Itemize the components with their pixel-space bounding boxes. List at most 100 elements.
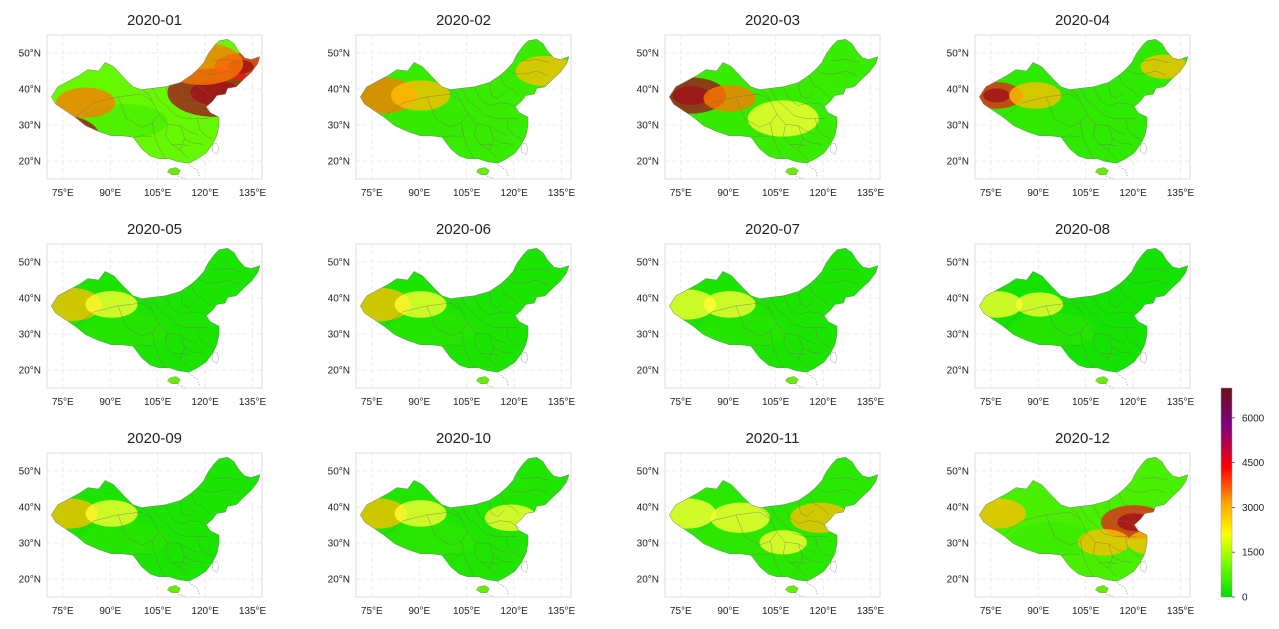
province-border [480, 144, 498, 147]
province-border [798, 138, 808, 159]
colorbar-tick-label: 0 [1242, 593, 1248, 604]
province-border [770, 506, 795, 534]
lat-tick-label: 40°N [637, 294, 659, 305]
colorbar-tick-label: 3000 [1242, 503, 1265, 514]
province-border [484, 533, 518, 537]
lat-tick-label: 50°N [637, 467, 659, 478]
lon-tick-label: 75°E [52, 188, 74, 199]
province-border [141, 298, 153, 311]
province-border [789, 353, 807, 356]
value-hotspot [85, 500, 138, 527]
colorbar-tick-label: 4500 [1242, 458, 1265, 469]
province-border [759, 93, 778, 123]
lon-tick-label: 105°E [1072, 188, 1100, 199]
province-border [489, 125, 514, 145]
province-border [692, 511, 760, 536]
province-border [499, 284, 520, 307]
province-border [450, 89, 462, 102]
value-hotspot [1140, 54, 1188, 79]
province-border [830, 477, 859, 481]
province-border [197, 278, 239, 285]
lat-tick-label: 20°N [947, 157, 969, 168]
value-hotspot [85, 291, 138, 318]
lat-tick-label: 40°N [19, 85, 41, 96]
province-border [759, 511, 778, 541]
province-border [692, 93, 760, 118]
hainan-island [1095, 376, 1109, 384]
province-border [808, 493, 829, 516]
province-border [1099, 144, 1117, 147]
province-border [474, 542, 490, 569]
province-border [158, 323, 190, 341]
province-border [1118, 284, 1139, 307]
lon-tick-label: 75°E [52, 606, 74, 617]
map-panel: 2020-01 75°E 90°E 105°E 120°E 135°E 20°N 30°N 40… [19, 12, 267, 199]
panel-title: 2020-07 [745, 221, 800, 238]
hainan-island [167, 376, 181, 384]
map-panel: 2020-05 75°E 90°E 105°E 120°E 135°E 20°N 30°N 40… [19, 221, 267, 408]
lon-tick-label: 105°E [144, 397, 172, 408]
lon-tick-label: 135°E [548, 397, 576, 408]
south-sea-line [1106, 593, 1113, 597]
province-border [759, 302, 778, 332]
province-border [1108, 556, 1118, 577]
province-border [1108, 138, 1118, 159]
province-border [165, 333, 181, 360]
province-border [798, 500, 814, 517]
province-border [506, 536, 522, 557]
province-border [175, 115, 209, 119]
province-border [1108, 500, 1124, 517]
lat-tick-label: 30°N [19, 121, 41, 132]
province-border [506, 69, 548, 76]
taiwan-outline [1140, 142, 1148, 155]
province-border [1069, 93, 1088, 123]
province-border [484, 115, 518, 119]
province-border [789, 562, 807, 565]
lat-tick-label: 50°N [19, 49, 41, 60]
plateau-field [390, 313, 477, 348]
hainan-island [785, 376, 799, 384]
province-border [489, 543, 514, 563]
province-border [1116, 131, 1126, 135]
taiwan-outline [521, 351, 529, 364]
lon-tick-label: 105°E [144, 188, 172, 199]
province-border [212, 477, 241, 481]
province-border [1093, 124, 1109, 151]
panel-title: 2020-11 [746, 430, 800, 447]
province-border [180, 291, 196, 308]
province-border [1080, 122, 1094, 159]
lon-tick-label: 90°E [717, 397, 739, 408]
lon-tick-label: 105°E [762, 188, 790, 199]
province-border [212, 59, 241, 63]
province-border [793, 533, 827, 537]
south-sea-line [497, 373, 509, 387]
map-panel: 2020-10 75°E 90°E 105°E 120°E 135°E 20°N 30°N 40… [328, 430, 576, 617]
province-border [815, 487, 857, 494]
province-border [152, 331, 166, 368]
province-border [180, 500, 196, 517]
taiwan-outline [212, 560, 220, 573]
province-border [735, 514, 771, 546]
lon-tick-label: 75°E [980, 397, 1002, 408]
lon-tick-label: 75°E [361, 188, 383, 199]
panel-title: 2020-06 [436, 221, 491, 238]
province-border [1140, 268, 1169, 272]
south-sea-line [487, 593, 494, 597]
province-border [450, 93, 469, 123]
value-hotspot [394, 291, 447, 318]
lat-tick-label: 50°N [328, 258, 350, 269]
province-border [1093, 295, 1109, 315]
lat-tick-label: 30°N [947, 539, 969, 550]
province-border [798, 543, 823, 563]
province-border [770, 297, 795, 325]
country-border [669, 248, 879, 373]
province-border [141, 507, 153, 520]
lat-tick-label: 20°N [328, 366, 350, 377]
province-border [74, 302, 142, 327]
province-border [1086, 532, 1118, 550]
province-border [441, 135, 462, 138]
lon-tick-label: 90°E [1027, 606, 1049, 617]
province-border [141, 89, 153, 102]
lon-tick-label: 75°E [52, 397, 74, 408]
